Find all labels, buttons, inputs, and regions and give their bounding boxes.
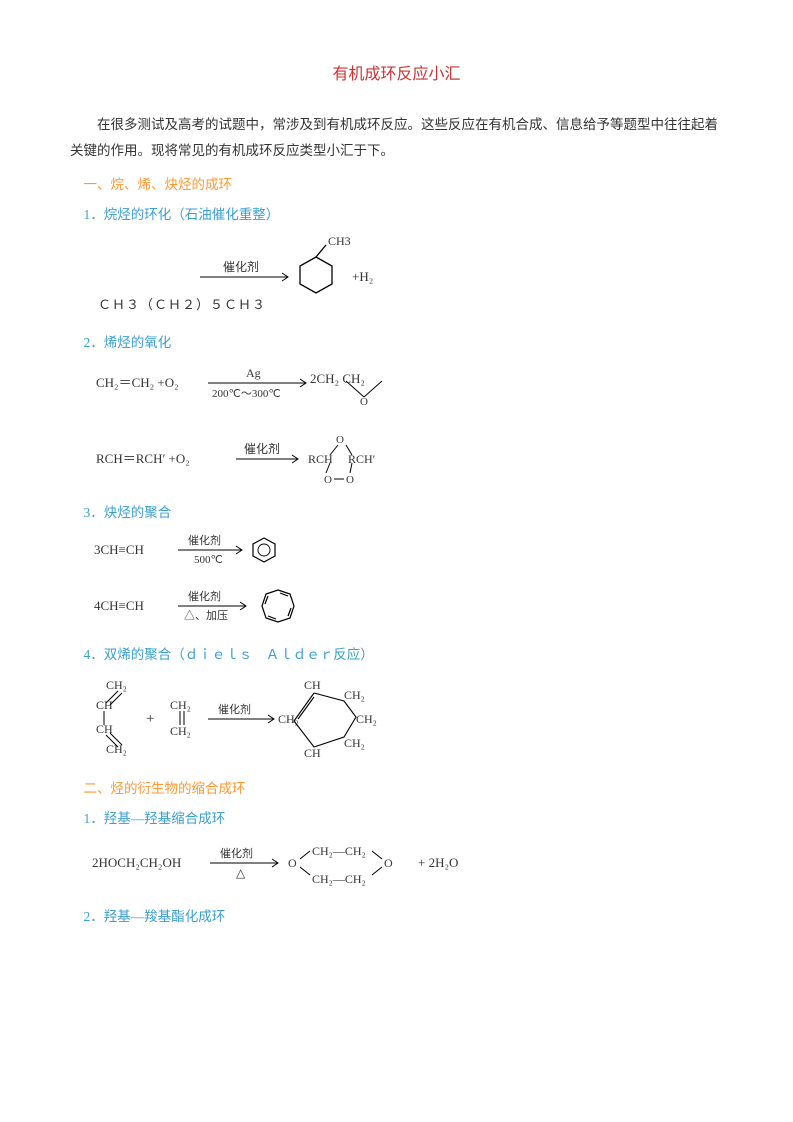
svg-text:CH: CH: [304, 678, 321, 692]
svg-text:CH₂—CH₂: CH₂—CH₂: [312, 872, 366, 886]
intro-paragraph: 在很多测试及高考的试题中，常涉及到有机成环反应。这些反应在有机合成、信息给予等题…: [70, 112, 723, 163]
reaction-1-3b: 4CH≡CH 催化剂 △、加压: [78, 583, 723, 629]
svg-text:CH₂: CH₂: [344, 688, 365, 702]
r21-left: 2HOCH₂CH₂OH: [92, 855, 181, 870]
sec1-sub4-label: 4．双烯的聚合（ｄｉｅｌｓ Ａｌｄｅｒ反应）: [70, 643, 723, 663]
svg-text:O: O: [336, 434, 344, 446]
r21-prod2: + 2H₂O: [418, 855, 458, 870]
svg-text:CH₂: CH₂: [356, 712, 377, 726]
r12b-left: RCH＝RCH′ +O₂: [96, 451, 190, 466]
r12a-top: Ag: [246, 366, 261, 380]
section2-heading: 二、烃的衍生物的缩合成环: [70, 777, 723, 797]
svg-text:CH: CH: [304, 746, 321, 760]
r12a-left: CH₂＝CH₂ +O₂: [96, 375, 179, 390]
r13b-left: 4CH≡CH: [94, 598, 144, 613]
svg-text:O: O: [324, 474, 332, 486]
rxn1-2b-svg: RCH＝RCH′ +O₂ 催化剂 RCH RCH′ O O O: [78, 423, 458, 487]
svg-text:CH₂: CH₂: [106, 742, 127, 756]
plus-sign: +: [146, 711, 154, 727]
sec2-sub2-label: 2．羟基—羧基酯化成环: [70, 905, 723, 925]
sec1-sub3-label: 3．炔烃的聚合: [70, 501, 723, 521]
svg-text:O: O: [288, 856, 297, 870]
r12a-prod: 2CH₂ CH₂: [310, 371, 365, 386]
r13b-bot: △、加压: [184, 609, 228, 622]
svg-text:CH₂: CH₂: [344, 736, 365, 750]
reaction-1-3a: 3CH≡CH 催化剂 500℃: [78, 529, 723, 569]
rxn1-4-svg: CH₂ CH CH CH₂ + CH₂ CH₂ 催化剂 CH CH₂ CH₂ C…: [78, 671, 498, 763]
rxn1-3b-svg: 4CH≡CH 催化剂 △、加压: [78, 583, 378, 629]
doc-title: 有机成环反应小汇: [70, 60, 723, 84]
h2-label: +H₂: [352, 269, 373, 284]
sec1-sub2-label: 2．烯烃的氧化: [70, 331, 723, 351]
svg-text:CH₂: CH₂: [170, 698, 191, 712]
reaction-2-1: 2HOCH₂CH₂OH 催化剂 △ O O CH₂—CH₂ CH₂—CH₂ + …: [78, 835, 723, 891]
sec2-sub1-label: 1．羟基—羟基缩合成环: [70, 807, 723, 827]
rxn2-1-svg: 2HOCH₂CH₂OH 催化剂 △ O O CH₂—CH₂ CH₂—CH₂ + …: [78, 835, 538, 891]
oxy-label: O: [360, 396, 368, 408]
r14-top: 催化剂: [218, 702, 251, 716]
svg-text:O: O: [346, 474, 354, 486]
page: 有机成环反应小汇 在很多测试及高考的试题中，常涉及到有机成环反应。这些反应在有机…: [0, 0, 793, 973]
section1-heading: 一、烷、烯、炔烃的成环: [70, 173, 723, 193]
svg-text:CH₂: CH₂: [170, 724, 191, 738]
r13b-top: 催化剂: [188, 589, 221, 603]
svg-text:O: O: [384, 856, 393, 870]
catalyst-label: 催化剂: [223, 259, 259, 274]
r12a-bot: 200℃～300℃: [212, 388, 281, 400]
reactant-formula: ＣＨ３（ＣＨ２）５ＣＨ３: [98, 297, 266, 312]
reaction-1-2a: CH₂＝CH₂ +O₂ Ag 200℃～300℃ 2CH₂ CH₂ O: [78, 359, 723, 409]
rxn1-3a-svg: 3CH≡CH 催化剂 500℃: [78, 529, 358, 569]
svg-text:CH₂: CH₂: [106, 678, 127, 692]
reaction-1-2b: RCH＝RCH′ +O₂ 催化剂 RCH RCH′ O O O: [78, 423, 723, 487]
ch3-label: CH3: [328, 234, 351, 248]
r21-top: 催化剂: [220, 846, 253, 860]
sec1-sub1-label: 1．烷烃的环化（石油催化重整）: [70, 203, 723, 223]
reaction-1-4: CH₂ CH CH CH₂ + CH₂ CH₂ 催化剂 CH CH₂ CH₂ C…: [78, 671, 723, 763]
rxn1-2a-svg: CH₂＝CH₂ +O₂ Ag 200℃～300℃ 2CH₂ CH₂ O: [78, 359, 458, 409]
r21-bot: △: [236, 866, 246, 880]
r13a-bot: 500℃: [194, 554, 223, 566]
reaction-1-1: 催化剂 CH3 +H₂ ＣＨ３（ＣＨ２）５ＣＨ３: [78, 231, 723, 317]
r13a-top: 催化剂: [188, 533, 221, 547]
r12b-top: 催化剂: [244, 441, 280, 456]
r13a-left: 3CH≡CH: [94, 542, 144, 557]
rxn1-1-svg: 催化剂 CH3 +H₂ ＣＨ３（ＣＨ２）５ＣＨ３: [78, 231, 418, 317]
svg-text:CH₂—CH₂: CH₂—CH₂: [312, 844, 366, 858]
